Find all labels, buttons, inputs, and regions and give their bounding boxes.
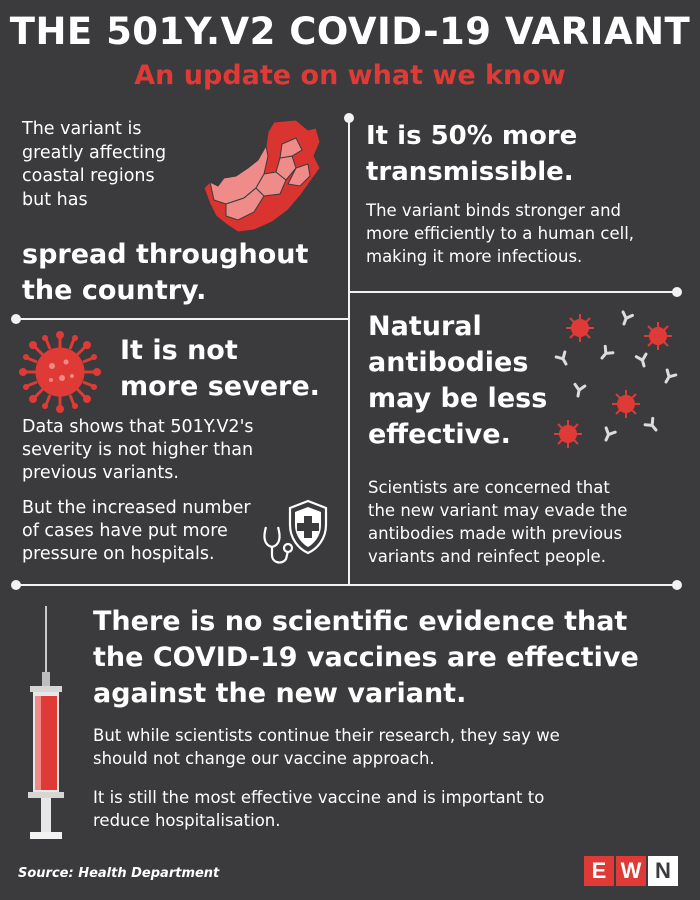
spread-intro: The variant is greatly affecting coastal…	[22, 119, 167, 210]
horizontal-divider-right	[349, 291, 677, 293]
vaccine-body-2: It is still the most effective vaccine a…	[93, 788, 545, 830]
divider-dot-bottom-right	[672, 580, 682, 590]
severity-body-2: But the increased number of cases have p…	[22, 498, 251, 564]
antibodies-headline: Natural antibodies may be less effective…	[368, 311, 548, 450]
severity-headline: It is not more severe.	[120, 335, 320, 402]
divider-dot-left	[11, 314, 21, 324]
spread-headline: spread throughout the country.	[22, 239, 309, 306]
logo-e: E	[584, 856, 614, 886]
logo-n: N	[648, 856, 678, 886]
divider-dot-bottom-left	[11, 580, 21, 590]
severity-body: Data shows that 501Y.V2's severity is no…	[22, 417, 254, 483]
horizontal-divider-bottom	[16, 584, 678, 586]
horizontal-divider-left	[16, 318, 350, 320]
vertical-divider	[348, 120, 350, 586]
vaccine-headline: There is no scientific evidence that the…	[93, 606, 639, 709]
virus-antibody-icon	[553, 310, 678, 449]
antibodies-body: Scientists are concerned that the new va…	[368, 478, 628, 566]
syringe-icon	[28, 606, 64, 839]
logo-w: W	[616, 856, 646, 886]
ewn-logo: E W N	[584, 856, 678, 886]
page-title: THE 501Y.V2 COVID-19 VARIANT	[9, 10, 691, 53]
divider-dot-top	[344, 113, 354, 123]
transmissible-headline: It is 50% more transmissible.	[366, 121, 578, 187]
virus-icon	[19, 331, 101, 413]
divider-dot-right	[672, 287, 682, 297]
source-credit: Source: Health Department	[18, 866, 220, 881]
south-africa-map-icon	[203, 119, 321, 233]
transmissible-body: The variant binds stronger and more effi…	[366, 201, 635, 266]
vaccine-body: But while scientists continue their rese…	[93, 726, 560, 768]
page-subtitle: An update on what we know	[134, 60, 566, 91]
shield-stethoscope-icon	[263, 499, 328, 564]
